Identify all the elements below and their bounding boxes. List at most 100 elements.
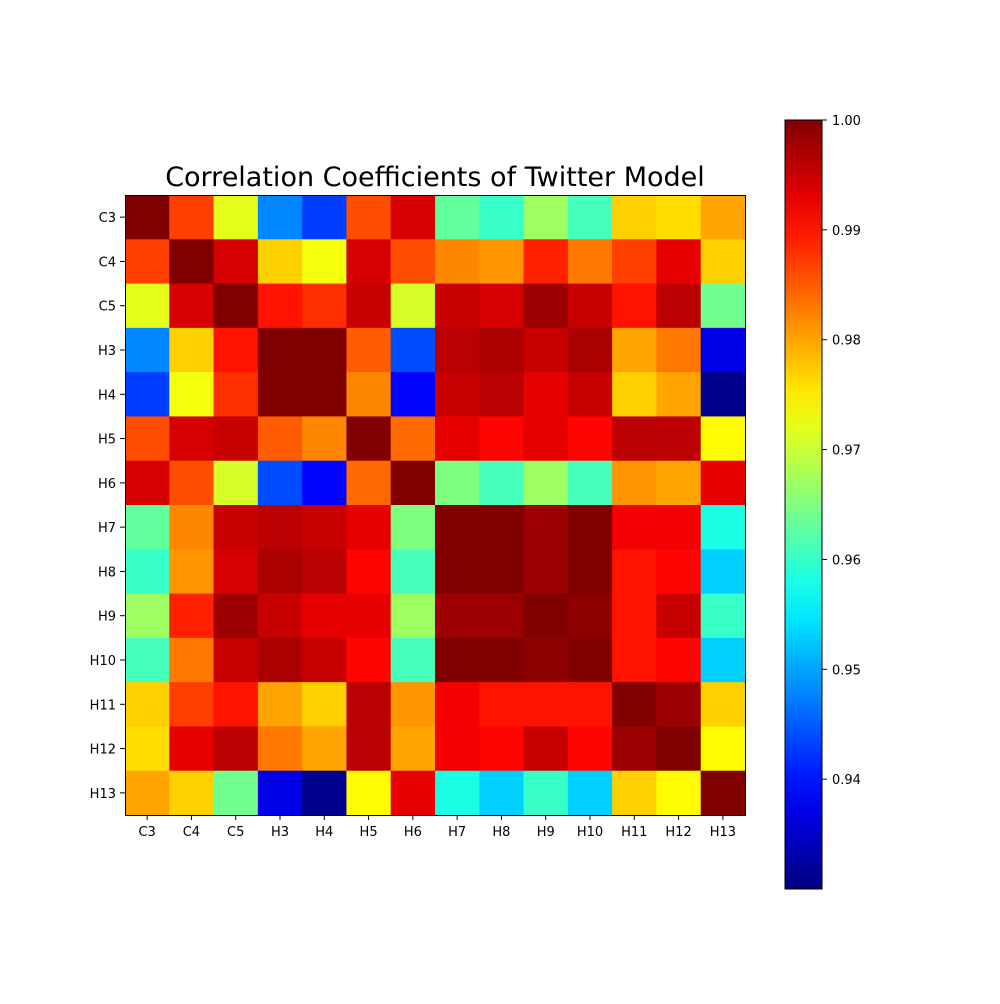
heatmap-cell-H9-H10 [568, 594, 613, 639]
heatmap-cell-H9-C4 [169, 594, 214, 639]
heatmap-cell-H9-C3 [125, 594, 170, 639]
heatmap-cell-H4-C4 [169, 372, 214, 417]
heatmap-cell-H5-H11 [612, 416, 657, 461]
x-tick-label: H5 [360, 825, 378, 840]
heatmap-cell-H4-H13 [701, 372, 746, 417]
heatmap-cell-H9-H6 [391, 594, 436, 639]
heatmap-cell-C5-H10 [568, 284, 613, 329]
heatmap-cell-H12-H12 [656, 726, 701, 771]
colorbar-tick-label: 0.96 [832, 553, 861, 568]
heatmap-cell-H7-C4 [169, 505, 214, 550]
heatmap-cell-C3-C5 [214, 195, 259, 240]
heatmap-cell-C4-H3 [258, 239, 303, 284]
heatmap-cell-H8-H10 [568, 549, 613, 594]
heatmap-cell-H3-C5 [214, 328, 259, 373]
heatmap-cell-H3-H8 [479, 328, 524, 373]
heatmap-cell-H6-H13 [701, 461, 746, 506]
heatmap-cell-H10-H9 [524, 638, 569, 683]
heatmap-cell-H7-H11 [612, 505, 657, 550]
heatmap-cell-H10-H13 [701, 638, 746, 683]
heatmap-cell-H5-H8 [479, 416, 524, 461]
x-tick-label: H7 [448, 825, 466, 840]
heatmap-cell-H4-H5 [346, 372, 391, 417]
heatmap-cell-H10-H12 [656, 638, 701, 683]
heatmap-cell-H5-H4 [302, 416, 347, 461]
heatmap-cell-H3-H12 [656, 328, 701, 373]
heatmap-cell-H11-C4 [169, 682, 214, 727]
heatmap-cell-H13-H13 [701, 771, 746, 816]
y-tick-label: C3 [99, 211, 116, 226]
heatmap-cell-H7-H5 [346, 505, 391, 550]
heatmap-cell-H11-H9 [524, 682, 569, 727]
y-axis-ticks: C3 C4 C5 H3 H4 H5 H6 H7 H8 H9 H10 H11 H12 H13 [90, 211, 125, 802]
heatmap-cell-H11-C5 [214, 682, 259, 727]
heatmap-cell-C4-C4 [169, 239, 214, 284]
heatmap-cell-H6-H10 [568, 461, 613, 506]
heatmap-cell-H13-H4 [302, 771, 347, 816]
heatmap-cell-H11-H3 [258, 682, 303, 727]
heatmap-cell-H4-H6 [391, 372, 436, 417]
heatmap-cell-H12-H7 [435, 726, 480, 771]
heatmap-cell-H13-H7 [435, 771, 480, 816]
heatmap-cell-H4-H12 [656, 372, 701, 417]
heatmap-cell-H6-H9 [524, 461, 569, 506]
heatmap-cell-H9-H7 [435, 594, 480, 639]
heatmap-cell-C3-H11 [612, 195, 657, 240]
heatmap-cell-C4-H11 [612, 239, 657, 284]
heatmap-cell-H8-H8 [479, 549, 524, 594]
heatmap-cell-H8-H7 [435, 549, 480, 594]
heatmap-cell-H13-H10 [568, 771, 613, 816]
heatmap-cell-H11-H6 [391, 682, 436, 727]
heatmap-cell-H3-C3 [125, 328, 170, 373]
heatmap-cell-H11-H13 [701, 682, 746, 727]
heatmap-cell-C5-H6 [391, 284, 436, 329]
heatmap-cell-C3-H12 [656, 195, 701, 240]
heatmap-cell-H13-H5 [346, 771, 391, 816]
heatmap-cell-H10-H5 [346, 638, 391, 683]
heatmap-cell-H5-H5 [346, 416, 391, 461]
heatmap-cell-H7-H10 [568, 505, 613, 550]
heatmap-cells [125, 195, 746, 816]
heatmap-cell-H12-C4 [169, 726, 214, 771]
heatmap-cell-H4-H8 [479, 372, 524, 417]
heatmap-cell-C5-C3 [125, 284, 170, 329]
x-tick-label: H11 [621, 825, 647, 840]
heatmap-cell-H12-H10 [568, 726, 613, 771]
colorbar-tick-label: 0.94 [832, 773, 861, 788]
heatmap-cell-H9-H13 [701, 594, 746, 639]
heatmap-cell-H8-H13 [701, 549, 746, 594]
heatmap-cell-H4-H11 [612, 372, 657, 417]
heatmap-cell-C5-H12 [656, 284, 701, 329]
x-tick-label: H6 [404, 825, 422, 840]
heatmap-cell-H13-H11 [612, 771, 657, 816]
heatmap-cell-H11-H12 [656, 682, 701, 727]
heatmap-cell-C4-H6 [391, 239, 436, 284]
y-tick-label: H13 [90, 787, 116, 802]
heatmap-cell-H12-H5 [346, 726, 391, 771]
heatmap-cell-C4-H4 [302, 239, 347, 284]
heatmap-cell-H7-H7 [435, 505, 480, 550]
heatmap-cell-H13-H3 [258, 771, 303, 816]
heatmap-cell-C3-H8 [479, 195, 524, 240]
heatmap-cell-H7-H6 [391, 505, 436, 550]
heatmap-cell-H13-H12 [656, 771, 701, 816]
heatmap-cell-H5-H12 [656, 416, 701, 461]
heatmap-cell-H11-H10 [568, 682, 613, 727]
x-tick-label: C5 [227, 825, 244, 840]
heatmap-cell-H11-C3 [125, 682, 170, 727]
heatmap-cell-C4-C3 [125, 239, 170, 284]
heatmap-cell-C4-H5 [346, 239, 391, 284]
heatmap-cell-H6-H3 [258, 461, 303, 506]
heatmap-cell-H6-H6 [391, 461, 436, 506]
heatmap-cell-C3-H3 [258, 195, 303, 240]
heatmap-cell-H6-H11 [612, 461, 657, 506]
heatmap-cell-H10-H11 [612, 638, 657, 683]
y-tick-label: H6 [98, 477, 116, 492]
heatmap-cell-C5-H13 [701, 284, 746, 329]
heatmap-cell-H11-H7 [435, 682, 480, 727]
heatmap-cell-H13-H9 [524, 771, 569, 816]
heatmap-cell-C3-C3 [125, 195, 170, 240]
heatmap-cell-H3-C4 [169, 328, 214, 373]
heatmap-cell-C4-C5 [214, 239, 259, 284]
heatmap-cell-H12-H9 [524, 726, 569, 771]
